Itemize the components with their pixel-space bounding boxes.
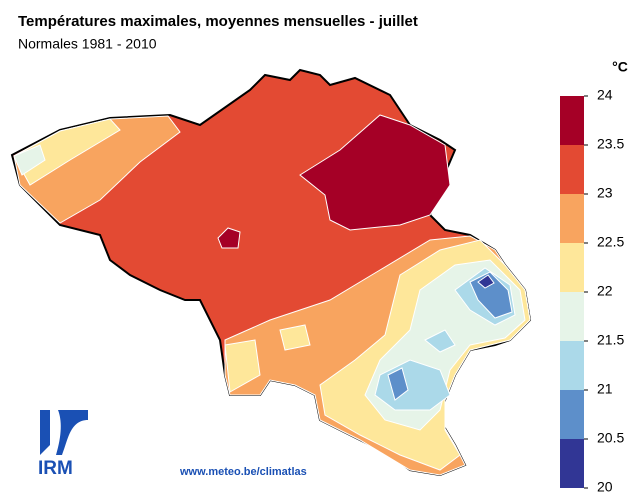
legend-label: 20: [597, 479, 613, 495]
legend-label: 23.5: [597, 136, 624, 152]
legend-swatch: [560, 243, 584, 292]
legend-label: 22: [597, 283, 613, 299]
legend-swatch: [560, 439, 584, 488]
zone-coldest: [477, 274, 495, 289]
zone-cold: [374, 267, 516, 411]
legend-swatch: [560, 390, 584, 439]
legend: 24 23.5 23 22.5 22 21.5 21 20.5 20: [560, 87, 624, 495]
legend-label: 24: [597, 87, 613, 103]
zone-coast-cool: [13, 144, 46, 176]
legend-swatch: [560, 96, 584, 145]
legend-unit: °C: [612, 59, 628, 75]
subtitle: Normales 1981 - 2010: [18, 36, 157, 52]
legend-swatch: [560, 145, 584, 194]
legend-label: 22.5: [597, 234, 624, 250]
legend-swatch: [560, 194, 584, 243]
map: [10, 68, 532, 477]
logo-mark: [40, 410, 88, 455]
legend-swatch: [560, 292, 584, 341]
zone-hot: [217, 227, 241, 249]
logo: IRM: [38, 410, 88, 479]
zone-coast: [13, 118, 121, 186]
legend-label: 20.5: [597, 430, 624, 446]
legend-label: 23: [597, 185, 613, 201]
zone-colder: [387, 271, 513, 401]
logo-text: IRM: [38, 458, 73, 479]
legend-swatch: [560, 341, 584, 390]
footer-link: www.meteo.be/climatlas: [179, 466, 307, 478]
zone-hot: [299, 114, 451, 231]
legend-label: 21: [597, 381, 613, 397]
legend-label: 21.5: [597, 332, 624, 348]
title: Températures maximales, moyennes mensuel…: [18, 13, 418, 30]
